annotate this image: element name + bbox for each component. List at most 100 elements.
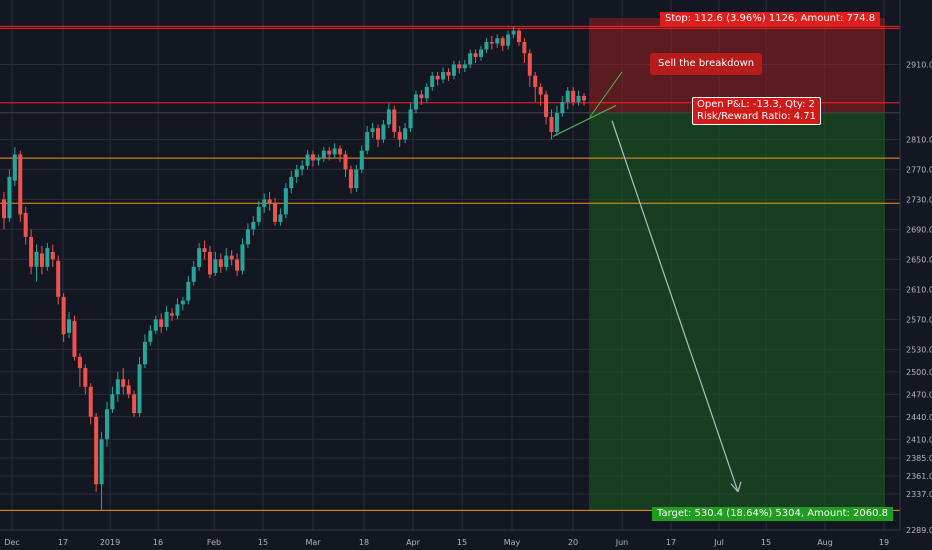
candle-body bbox=[321, 150, 326, 159]
x-tick-label: 17 bbox=[58, 538, 68, 547]
callout-pointer bbox=[589, 71, 623, 118]
time-axis[interactable]: Dec 17 2019 16 Feb 15 Mar 18 Apr 15 May 20 Jun 17 Jul 1… bbox=[0, 529, 900, 547]
candle-body bbox=[413, 94, 418, 110]
candle-body bbox=[376, 128, 381, 140]
candle-body bbox=[473, 53, 478, 57]
candle-body bbox=[527, 53, 532, 76]
candle-body bbox=[77, 356, 82, 369]
candle-body bbox=[554, 113, 559, 132]
candle-body bbox=[343, 154, 348, 170]
candle-body bbox=[327, 150, 332, 155]
candle-body bbox=[164, 311, 169, 327]
x-tick-label: 18 bbox=[359, 538, 369, 547]
y-tick-label: 2570.0 bbox=[906, 315, 932, 324]
y-tick-label: 2810.0 bbox=[906, 135, 932, 144]
candle-body bbox=[397, 131, 402, 140]
projection-arrow-head bbox=[730, 481, 742, 493]
y-tick-label: 2500.0 bbox=[906, 368, 932, 377]
candlestick-series bbox=[2, 26, 586, 511]
x-tick-label: Mar bbox=[305, 538, 321, 547]
candle-body bbox=[191, 266, 196, 282]
candle-body bbox=[446, 71, 451, 76]
candle-body bbox=[137, 364, 142, 414]
projection-arrow-shaft bbox=[611, 120, 739, 492]
candle-body bbox=[110, 394, 115, 410]
sell-breakdown-callout[interactable]: Sell the breakdown bbox=[650, 53, 763, 75]
x-tick-label: Aug bbox=[817, 538, 833, 547]
candle-body bbox=[23, 212, 28, 237]
candle-body bbox=[283, 188, 288, 215]
candle-body bbox=[359, 150, 364, 170]
candle-body bbox=[500, 38, 505, 46]
candle-body bbox=[522, 41, 527, 54]
y-tick-label: 2530.0 bbox=[906, 345, 932, 354]
y-tick-label: 2770.0 bbox=[906, 165, 932, 174]
y-tick-label: 2910.0 bbox=[906, 60, 932, 69]
candle-body bbox=[544, 94, 549, 117]
y-tick-label: 2361.0 bbox=[906, 472, 932, 481]
candle-body bbox=[142, 341, 147, 365]
pnl-label: Open P&L: -13.3, Qty: 2 Risk/Reward Rati… bbox=[692, 97, 822, 125]
candle-body bbox=[202, 248, 207, 252]
candle-body bbox=[435, 75, 440, 80]
candle-body bbox=[549, 116, 554, 132]
candle-body bbox=[462, 64, 467, 69]
candle-body bbox=[479, 49, 484, 57]
y-tick-label: 2690.0 bbox=[906, 225, 932, 234]
x-tick-label: Apr bbox=[406, 538, 421, 547]
candle-body bbox=[240, 244, 245, 271]
candle-body bbox=[403, 128, 408, 140]
candle-body bbox=[126, 385, 131, 395]
candle-body bbox=[256, 206, 261, 222]
candle-body bbox=[468, 53, 473, 65]
candle-body bbox=[289, 176, 294, 189]
candle-body bbox=[511, 30, 516, 35]
candle-body bbox=[430, 75, 435, 87]
candle-body bbox=[516, 30, 521, 42]
x-tick-label: May bbox=[504, 538, 521, 547]
risk-reward-line: Risk/Reward Ratio: 4.71 bbox=[697, 111, 817, 122]
candle-body bbox=[7, 176, 12, 219]
stop-label: Stop: 112.6 (3.96%) 1126, Amount: 774.8 bbox=[660, 12, 881, 26]
x-tick-label: 15 bbox=[457, 538, 467, 547]
x-tick-label: Dec bbox=[4, 538, 19, 547]
candle-body bbox=[489, 41, 494, 44]
candle-body bbox=[571, 90, 576, 102]
price-axis-bg bbox=[900, 0, 932, 550]
candle-body bbox=[408, 109, 413, 129]
candle-body bbox=[451, 64, 456, 76]
candle-body bbox=[370, 128, 375, 132]
candle-body bbox=[495, 38, 500, 44]
candle-body bbox=[115, 379, 120, 395]
candle-body bbox=[218, 259, 223, 267]
candle-body bbox=[354, 169, 359, 189]
candle-body bbox=[229, 255, 234, 260]
candle-body bbox=[45, 248, 50, 267]
candle-body bbox=[245, 229, 250, 245]
target-label: Target: 530.4 (18.64%) 5304, Amount: 206… bbox=[652, 507, 894, 521]
candle-body bbox=[262, 199, 267, 207]
wedge-line bbox=[552, 104, 617, 137]
candle-body bbox=[538, 86, 543, 95]
candle-body bbox=[365, 131, 370, 151]
candle-body bbox=[582, 95, 586, 101]
candle-body bbox=[348, 169, 353, 189]
candle-body bbox=[121, 379, 126, 387]
price-axis[interactable]: 2289.0 2337.0 2361.0 2385.0 2410.0 2440.0 2470… bbox=[899, 0, 932, 550]
x-tick-label: 19 bbox=[879, 538, 889, 547]
candle-body bbox=[316, 158, 321, 161]
candle-body bbox=[18, 154, 23, 215]
candle-body bbox=[148, 330, 153, 342]
candle-body bbox=[159, 319, 164, 327]
candle-body bbox=[67, 319, 72, 333]
y-tick-label: 2385.0 bbox=[906, 454, 932, 463]
candle-body bbox=[381, 124, 386, 140]
y-tick-label: 2440.0 bbox=[906, 413, 932, 422]
candle-body bbox=[99, 439, 104, 485]
x-tick-label: 16 bbox=[153, 538, 163, 547]
candle-body bbox=[213, 259, 218, 273]
candle-body bbox=[34, 251, 39, 267]
candle-body bbox=[50, 251, 55, 260]
risk-reward-zones bbox=[589, 18, 885, 511]
